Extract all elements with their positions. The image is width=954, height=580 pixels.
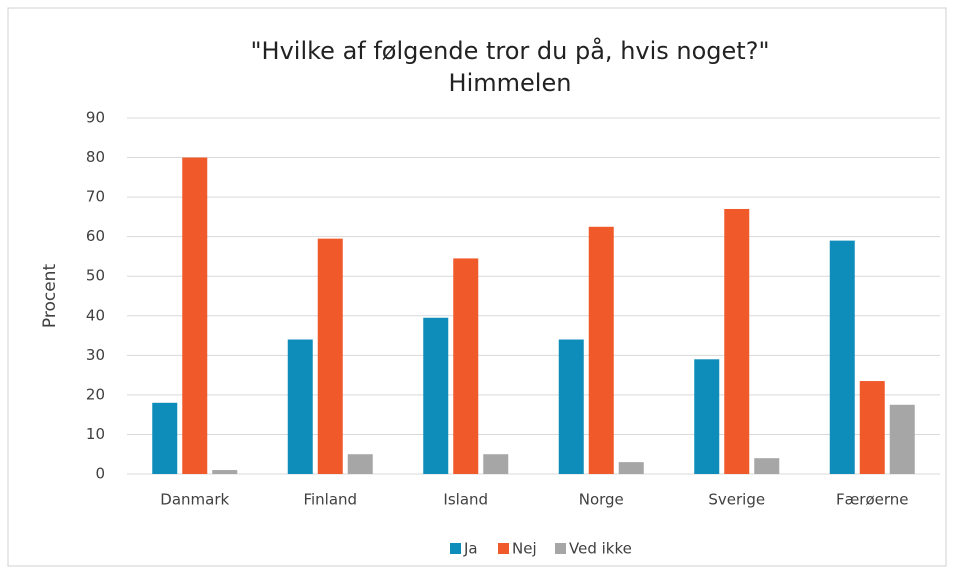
y-tick-label: 20 bbox=[86, 385, 105, 403]
bar bbox=[423, 317, 449, 474]
bar bbox=[152, 402, 178, 474]
y-tick-label: 50 bbox=[86, 267, 105, 285]
y-tick-label: 0 bbox=[95, 465, 105, 483]
bar bbox=[829, 240, 855, 474]
legend-label: Ja bbox=[463, 540, 478, 558]
legend-label: Ved ikke bbox=[569, 540, 632, 558]
x-tick-label: Finland bbox=[303, 491, 357, 509]
bar bbox=[889, 404, 915, 474]
bar bbox=[859, 381, 885, 474]
bar bbox=[212, 470, 238, 474]
bar bbox=[453, 258, 479, 474]
legend-swatch bbox=[498, 543, 509, 554]
bar bbox=[588, 226, 614, 474]
chart-subtitle: Himmelen bbox=[449, 69, 572, 97]
x-tick-label: Norge bbox=[579, 491, 624, 509]
legend-label: Nej bbox=[512, 540, 537, 558]
x-tick-label: Sverige bbox=[708, 491, 765, 509]
bar bbox=[724, 208, 750, 474]
bar bbox=[483, 454, 509, 474]
y-axis-label: Procent bbox=[40, 264, 60, 329]
bar bbox=[694, 359, 720, 474]
y-tick-label: 60 bbox=[86, 227, 105, 245]
y-tick-label: 80 bbox=[86, 148, 105, 166]
bar bbox=[754, 458, 780, 474]
y-tick-label: 70 bbox=[86, 188, 105, 206]
y-tick-label: 10 bbox=[86, 425, 105, 443]
x-tick-label: Island bbox=[443, 491, 488, 509]
bar bbox=[347, 454, 373, 474]
y-tick-label: 30 bbox=[86, 346, 105, 364]
bar bbox=[317, 238, 343, 474]
bar bbox=[287, 339, 313, 474]
bar bbox=[182, 157, 208, 475]
bar bbox=[558, 339, 584, 474]
x-tick-label: Færøerne bbox=[836, 491, 909, 509]
y-tick-label: 40 bbox=[86, 306, 105, 324]
x-tick-label: Danmark bbox=[160, 491, 229, 509]
legend-swatch bbox=[450, 543, 461, 554]
legend-swatch bbox=[555, 543, 566, 554]
bar bbox=[618, 462, 644, 474]
y-tick-label: 90 bbox=[86, 109, 105, 127]
chart-title: "Hvilke af følgende tror du på, hvis nog… bbox=[251, 36, 770, 65]
